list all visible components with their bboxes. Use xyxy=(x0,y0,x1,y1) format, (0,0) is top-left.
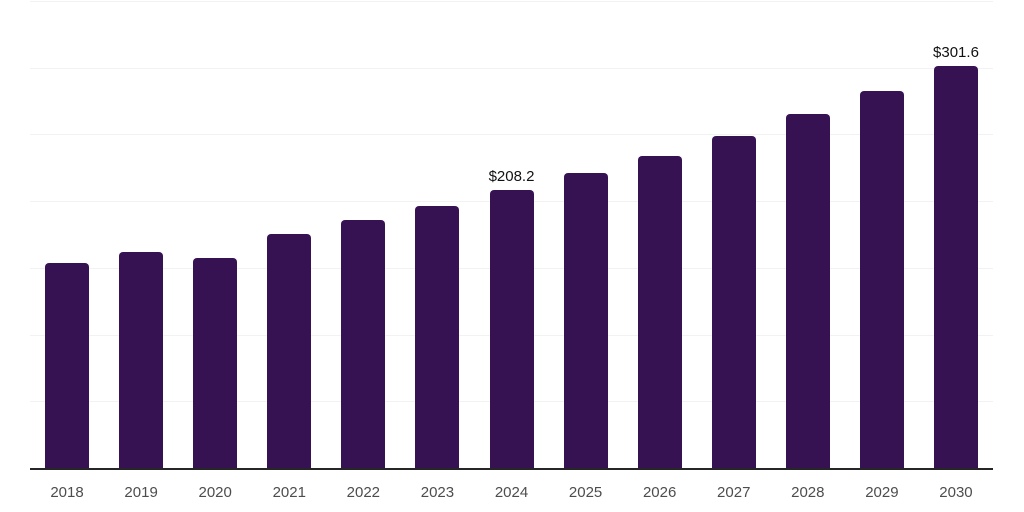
bar-slot-2022 xyxy=(326,1,400,468)
bar-2030 xyxy=(933,65,978,468)
gridline-350 xyxy=(30,1,993,2)
bar-slot-2024: $208.2 xyxy=(474,1,548,468)
bar-slot-2027 xyxy=(697,1,771,468)
x-tick-2028: 2028 xyxy=(791,484,825,501)
bar-2020 xyxy=(193,258,238,468)
bar-slot-2020 xyxy=(178,1,252,468)
bar-slot-2023 xyxy=(400,1,474,468)
bar-2018 xyxy=(45,263,90,468)
bar-2023 xyxy=(415,205,460,468)
x-tick-2018: 2018 xyxy=(50,484,84,501)
gridline-250 xyxy=(30,134,993,136)
data-label-2024: $208.2 xyxy=(488,168,535,186)
bar-slot-2030: $301.6 xyxy=(919,1,993,468)
bar-2019 xyxy=(119,252,164,468)
bar-slot-2028 xyxy=(771,1,845,468)
x-tick-2026: 2026 xyxy=(642,484,677,501)
data-label-2030: $301.6 xyxy=(933,43,979,61)
bar-2022 xyxy=(341,219,386,468)
bar-2028 xyxy=(785,114,830,468)
bar-2025 xyxy=(563,172,608,468)
x-tick-2027: 2027 xyxy=(717,484,751,501)
plot-area: $208.2 $301.6 xyxy=(30,1,993,470)
bar-slot-2019 xyxy=(104,1,178,468)
x-tick-2020: 2020 xyxy=(198,484,232,501)
bar-slot-2018 xyxy=(30,1,104,468)
bar-slot-2029 xyxy=(845,1,919,468)
bar-slot-2021 xyxy=(252,1,326,468)
x-tick-2024: 2024 xyxy=(494,484,529,501)
x-tick-2019: 2019 xyxy=(124,484,158,501)
bar-2026 xyxy=(637,155,682,468)
gridline-300 xyxy=(30,67,993,69)
x-tick-2030: 2030 xyxy=(939,484,973,501)
bar-2027 xyxy=(711,135,756,468)
bar-2021 xyxy=(267,233,312,468)
bars-layer: $208.2 $301.6 xyxy=(30,1,993,468)
x-axis-labels: 2018 2019 2020 2021 2022 2023 2024 2025 2026 2027… xyxy=(30,470,993,512)
bar-slot-2026 xyxy=(623,1,697,468)
x-tick-2022: 2022 xyxy=(346,484,381,501)
x-tick-2029: 2029 xyxy=(865,484,899,501)
x-tick-2025: 2025 xyxy=(568,484,603,501)
bar-2024 xyxy=(489,190,534,468)
x-tick-2023: 2023 xyxy=(420,484,455,501)
bar-2029 xyxy=(859,91,904,468)
bar-slot-2025 xyxy=(549,1,623,468)
x-tick-2021: 2021 xyxy=(272,484,306,501)
